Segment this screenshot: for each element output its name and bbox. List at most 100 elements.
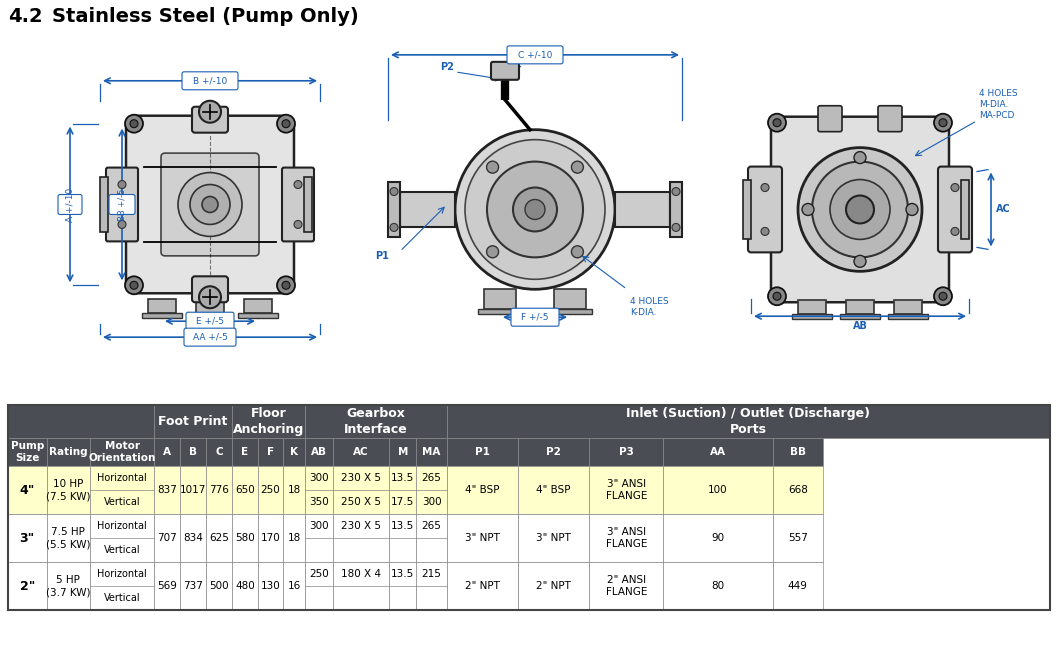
Circle shape [811,162,908,257]
Circle shape [277,276,295,294]
Circle shape [294,220,302,229]
Bar [305,562,333,610]
Bar [888,314,928,319]
Circle shape [672,188,680,196]
Text: 3" ANSI
FLANGE: 3" ANSI FLANGE [606,479,647,501]
Circle shape [829,180,890,239]
Text: 449: 449 [788,581,807,591]
FancyBboxPatch shape [106,168,138,241]
Text: 4.2: 4.2 [8,7,42,26]
Circle shape [934,114,952,132]
Text: 1017: 1017 [180,485,206,495]
Text: 13.5: 13.5 [391,521,415,531]
Bar [47,514,90,562]
Text: 170: 170 [260,533,280,543]
FancyBboxPatch shape [748,166,782,252]
Circle shape [125,276,143,294]
Text: C: C [215,448,223,458]
FancyBboxPatch shape [126,116,294,293]
Text: 500: 500 [209,581,229,591]
Text: Pump
Size: Pump Size [11,441,44,464]
Bar [894,301,922,314]
Bar [232,406,305,438]
Circle shape [672,223,680,231]
Text: 16: 16 [288,581,300,591]
Text: AA: AA [710,448,726,458]
Text: 837: 837 [157,485,177,495]
Circle shape [906,203,918,215]
Circle shape [940,118,947,126]
Text: P2: P2 [546,448,561,458]
Bar [47,466,90,514]
Text: P2: P2 [440,62,454,72]
FancyBboxPatch shape [109,194,135,214]
Bar [417,438,446,466]
Text: 90: 90 [712,533,725,543]
Text: 2" ANSI
FLANGE: 2" ANSI FLANGE [606,575,647,597]
Bar [148,299,176,313]
Circle shape [390,223,398,231]
Bar [206,438,232,466]
Bar [258,562,284,610]
Circle shape [130,120,138,128]
Bar [478,309,522,314]
Bar [517,562,589,610]
Text: 300: 300 [422,497,441,507]
Bar [238,313,278,318]
Circle shape [282,120,290,128]
Bar [615,192,670,227]
Circle shape [846,196,874,223]
Text: Horizontal: Horizontal [97,521,147,531]
Bar [8,466,47,514]
Bar [232,514,258,562]
Bar [304,176,312,233]
Bar [484,289,516,309]
Text: 180 X 4: 180 X 4 [342,569,381,579]
Text: 3" NPT: 3" NPT [536,533,571,543]
FancyBboxPatch shape [771,116,949,302]
Bar [284,562,305,610]
Text: P1: P1 [475,448,490,458]
Bar [389,466,417,514]
Circle shape [190,184,230,224]
Bar [772,438,823,466]
Circle shape [513,188,557,231]
Bar [772,466,823,514]
Text: MA: MA [422,448,441,458]
Text: E +/-5: E +/-5 [196,317,224,326]
Bar [417,562,446,610]
Bar [333,562,389,610]
Circle shape [525,200,545,219]
FancyBboxPatch shape [182,72,238,90]
Bar [333,514,389,562]
Text: Stainless Steel (Pump Only): Stainless Steel (Pump Only) [52,7,359,26]
Text: Horizontal: Horizontal [97,473,147,483]
Text: Rating: Rating [49,448,88,458]
Circle shape [854,152,867,164]
Text: AB: AB [311,448,327,458]
Text: M: M [398,448,408,458]
Text: 100: 100 [708,485,728,495]
Circle shape [130,281,138,289]
Text: 4" BSP: 4" BSP [464,485,499,495]
Bar [8,406,153,438]
Bar [663,438,772,466]
Text: 10 HP
(7.5 KW): 10 HP (7.5 KW) [47,479,91,501]
Text: 18: 18 [288,533,300,543]
Text: 265: 265 [422,473,441,483]
FancyBboxPatch shape [58,194,83,214]
Circle shape [761,184,769,192]
Bar [798,301,826,314]
Bar [846,301,874,314]
FancyBboxPatch shape [161,153,259,256]
Bar [153,406,232,438]
FancyBboxPatch shape [491,62,519,80]
Circle shape [798,148,922,271]
Text: 250 X 5: 250 X 5 [342,497,381,507]
Text: 215: 215 [422,569,441,579]
Text: 2" NPT: 2" NPT [536,581,571,591]
Circle shape [199,286,221,309]
Circle shape [768,287,786,305]
Circle shape [802,203,814,215]
FancyBboxPatch shape [818,106,842,132]
